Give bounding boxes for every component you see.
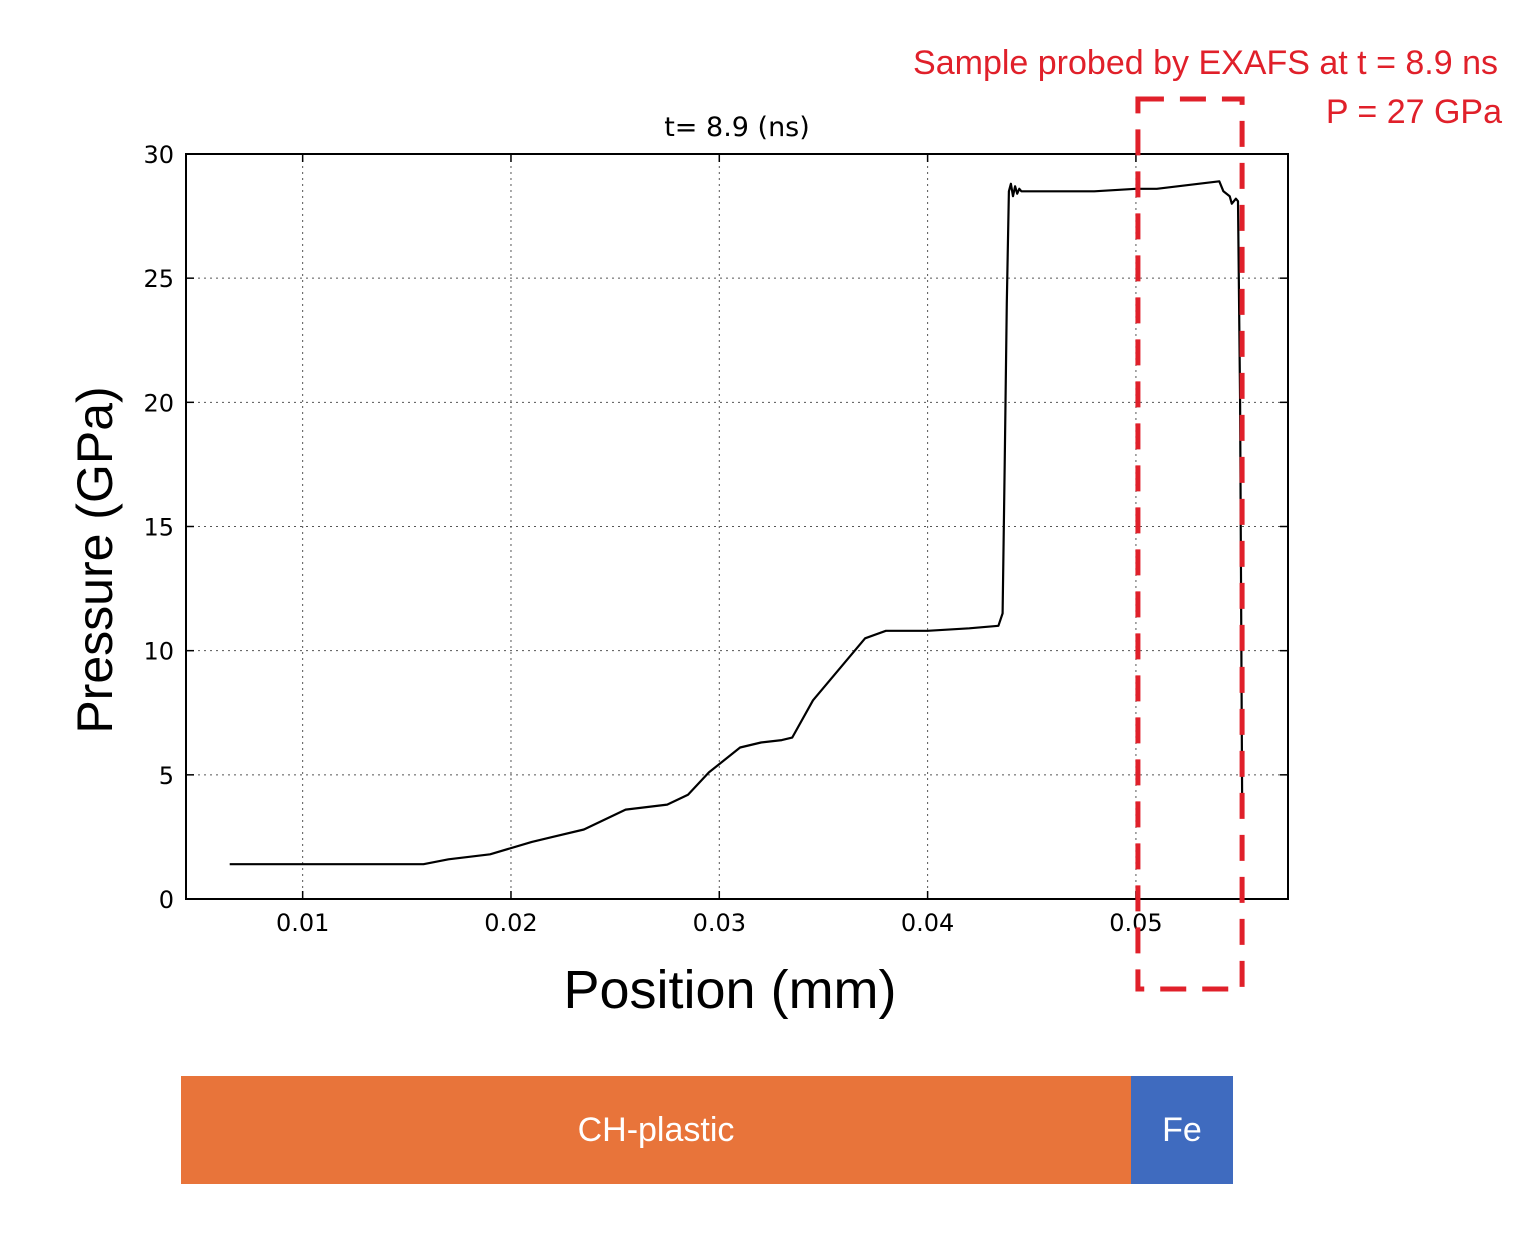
data-series-layer <box>229 180 1244 866</box>
annotation-sample-probed: Sample probed by EXAFS at t = 8.9 ns <box>913 44 1498 82</box>
layer-fe: Fe <box>1131 1076 1233 1184</box>
y-tick-label: 25 <box>143 265 174 293</box>
exafs-highlight-box <box>1135 96 1245 992</box>
y-tick-label: 5 <box>159 762 174 790</box>
layer-ch-plastic: CH-plastic <box>181 1076 1131 1184</box>
y-tick-label: 15 <box>143 514 174 542</box>
y-tick-label: 10 <box>143 638 174 666</box>
x-axis-label: Position (mm) <box>563 960 897 1020</box>
layer-ch-plastic-label: CH-plastic <box>577 1110 735 1149</box>
chart-title: t= 8.9 (ns) <box>664 112 810 143</box>
y-tick-label: 20 <box>143 389 174 417</box>
grid-lines <box>186 153 1288 900</box>
exafs-sample-box <box>1135 96 1245 992</box>
y-tick-label: 30 <box>143 141 174 169</box>
y-tick-label: 0 <box>159 886 174 914</box>
pressure-series-line <box>229 180 1244 866</box>
layer-fe-label: Fe <box>1162 1110 1202 1149</box>
x-tick-label: 0.04 <box>901 909 954 937</box>
y-axis-label: Pressure (GPa) <box>67 386 123 734</box>
annotation-pressure: P = 27 GPa <box>1325 93 1502 131</box>
x-tick-label: 0.03 <box>693 909 746 937</box>
x-tick-label: 0.01 <box>276 909 329 937</box>
x-tick-label: 0.02 <box>484 909 537 937</box>
